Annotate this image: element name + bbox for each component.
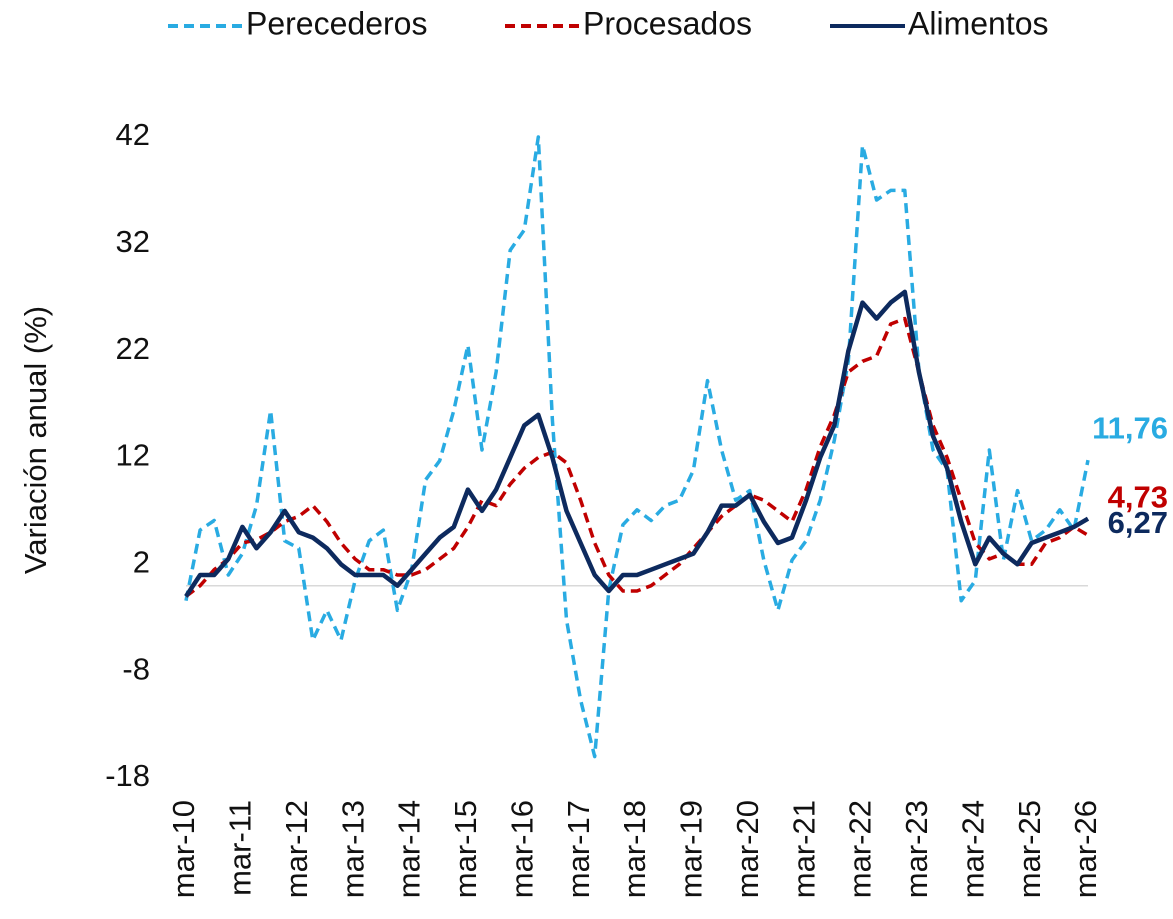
y-tick-label: -18 xyxy=(105,758,150,793)
x-tick-label: mar-21 xyxy=(786,800,821,898)
x-tick-label: mar-24 xyxy=(955,800,990,898)
legend-label: Perecederos xyxy=(246,5,427,41)
value-label: 6,27 xyxy=(1108,505,1168,540)
series-line xyxy=(184,316,1089,598)
series-line xyxy=(184,135,1090,759)
x-tick-label: mar-15 xyxy=(448,800,483,898)
legend-label: Procesados xyxy=(583,5,752,41)
x-tick-label: mar-25 xyxy=(1012,800,1047,898)
y-axis-label: Variación anual (%) xyxy=(18,306,53,574)
y-tick-label: -8 xyxy=(122,651,150,686)
y-tick-label: 12 xyxy=(116,438,150,473)
x-tick-label: mar-20 xyxy=(730,800,765,898)
x-tick-label: mar-13 xyxy=(335,800,370,898)
y-tick-label: 22 xyxy=(116,331,150,366)
y-tick-label: 42 xyxy=(116,117,150,152)
value-label: 11,76 xyxy=(1092,410,1168,445)
x-tick-label: mar-23 xyxy=(899,800,934,898)
y-tick-label: 32 xyxy=(116,224,150,259)
x-tick-label: mar-14 xyxy=(392,800,427,898)
x-tick-label: mar-16 xyxy=(504,800,539,898)
x-tick-label: mar-19 xyxy=(674,800,709,898)
x-tick-label: mar-17 xyxy=(561,800,596,898)
y-tick-label: 2 xyxy=(133,545,150,580)
value-label: 4,73 xyxy=(1108,479,1168,514)
series-line xyxy=(184,289,1090,598)
legend-label: Alimentos xyxy=(908,5,1049,41)
x-tick-label: mar-26 xyxy=(1068,800,1103,898)
x-tick-label: mar-11 xyxy=(223,800,258,896)
x-tick-label: mar-12 xyxy=(279,800,314,898)
x-tick-label: mar-10 xyxy=(166,800,201,898)
x-tick-label: mar-22 xyxy=(843,800,878,898)
x-tick-label: mar-18 xyxy=(617,800,652,898)
